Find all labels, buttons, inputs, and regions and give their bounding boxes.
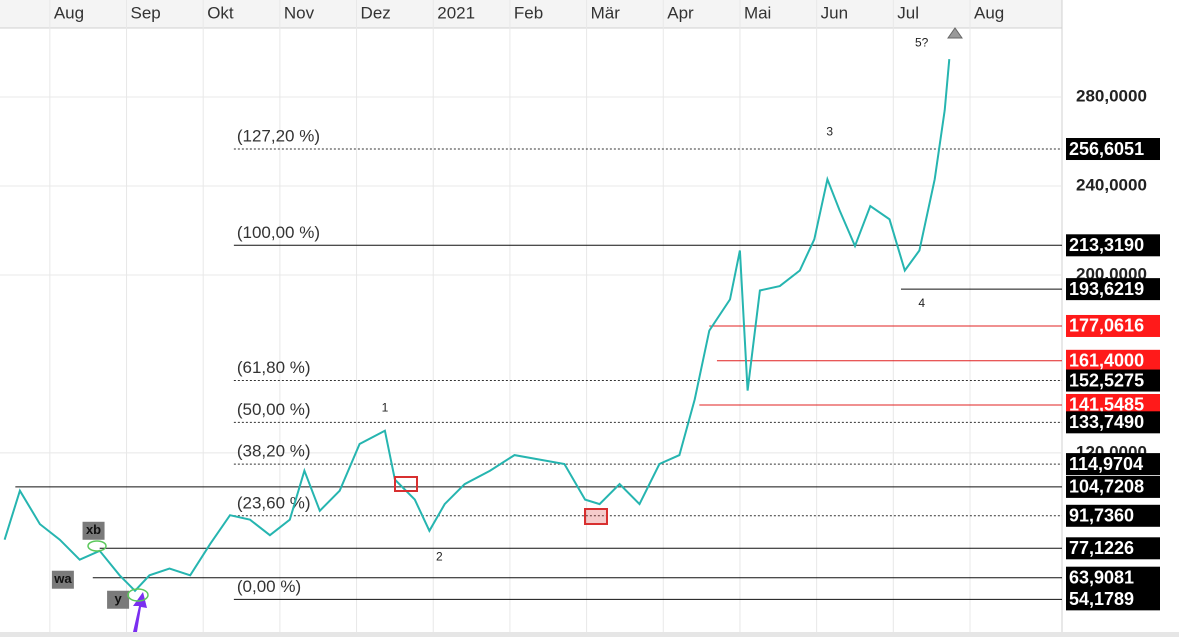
level-value-box bbox=[1066, 566, 1160, 589]
annotation-box bbox=[107, 590, 130, 609]
annotation: xb bbox=[86, 522, 101, 537]
annotation: 1 bbox=[382, 401, 389, 415]
fib-label: (100,00 %) bbox=[237, 223, 320, 242]
fib-label: (38,20 %) bbox=[237, 442, 311, 461]
marker-box bbox=[584, 508, 608, 525]
x-tick-label: Dez bbox=[361, 3, 391, 22]
price-line bbox=[3, 59, 951, 593]
level-value-box bbox=[1066, 349, 1160, 372]
annotations: 1 2 3 4 5? xb wa y bbox=[51, 36, 929, 609]
level-value-label: 152,5275 bbox=[1069, 370, 1144, 390]
level-value-label: 193,6219 bbox=[1069, 279, 1144, 299]
level-value-box bbox=[1066, 278, 1160, 301]
level-value-box bbox=[1066, 234, 1160, 257]
level-value-box bbox=[1066, 537, 1160, 560]
level-value-label: 141,5485 bbox=[1069, 395, 1144, 415]
price-axis: 120,0000200,0000240,0000280,0000256,6051… bbox=[1066, 86, 1160, 611]
x-tick-label: 2021 bbox=[437, 3, 475, 22]
level-value-box bbox=[1066, 411, 1160, 434]
level-value-box bbox=[1066, 314, 1160, 337]
levels: (127,20 %) (100,00 %) (61,80 %) (50,00 %) (3… bbox=[15, 126, 1062, 600]
marker-box bbox=[394, 476, 418, 492]
annotation-box bbox=[51, 570, 74, 589]
level-value-box bbox=[1066, 588, 1160, 611]
level-value-box bbox=[1066, 393, 1160, 416]
annotation: y bbox=[114, 591, 122, 606]
annotation: 5? bbox=[915, 36, 929, 50]
x-tick-label: Feb bbox=[514, 3, 543, 22]
level-value-box bbox=[1066, 504, 1160, 527]
x-tick-label: Jun bbox=[821, 3, 848, 22]
level-value-label: 133,7490 bbox=[1069, 412, 1144, 432]
level-value-label: 213,3190 bbox=[1069, 235, 1144, 255]
x-tick-label: Sep bbox=[131, 3, 161, 22]
annotation: wa bbox=[53, 571, 72, 586]
x-tick-label: Mai bbox=[744, 3, 771, 22]
y-tick-label: 280,0000 bbox=[1076, 86, 1147, 105]
time-axis-bar bbox=[0, 0, 1062, 28]
fib-label: (127,20 %) bbox=[237, 126, 320, 145]
price-line bbox=[3, 59, 951, 593]
x-tick-label: Jul bbox=[897, 3, 919, 22]
level-value-label: 256,6051 bbox=[1069, 139, 1144, 159]
fib-label: (23,60 %) bbox=[237, 493, 311, 512]
level-value-label: 54,1789 bbox=[1069, 589, 1134, 609]
x-tick-label: Apr bbox=[667, 3, 694, 22]
level-value-box bbox=[1066, 369, 1160, 392]
fib-label: (50,00 %) bbox=[237, 400, 311, 419]
annotation: 4 bbox=[918, 296, 925, 310]
level-value-box bbox=[1066, 138, 1160, 161]
level-value-label: 161,4000 bbox=[1069, 351, 1144, 371]
marker-ellipse bbox=[87, 540, 107, 552]
x-tick-label: Nov bbox=[284, 3, 315, 22]
x-tick-label: Aug bbox=[974, 3, 1004, 22]
level-value-label: 77,1226 bbox=[1069, 538, 1134, 558]
level-value-label: 104,7208 bbox=[1069, 477, 1144, 497]
level-value-box bbox=[1066, 453, 1160, 476]
arrow-icon bbox=[133, 592, 147, 632]
annotation: 2 bbox=[436, 550, 443, 564]
level-value-label: 177,0616 bbox=[1069, 316, 1144, 336]
fib-label: (0,00 %) bbox=[237, 577, 301, 596]
level-value-box bbox=[1066, 475, 1160, 498]
annotation-box bbox=[82, 521, 105, 540]
scroll-marker bbox=[947, 27, 963, 39]
y-tick-label: 240,0000 bbox=[1076, 175, 1147, 194]
level-value-label: 114,9704 bbox=[1069, 454, 1143, 474]
x-tick-label: Aug bbox=[54, 3, 84, 22]
annotation: 3 bbox=[826, 125, 833, 139]
marker-ellipse bbox=[127, 588, 149, 602]
x-tick-label: Mär bbox=[591, 3, 621, 22]
fib-label: (61,80 %) bbox=[237, 358, 311, 377]
scrollbar bbox=[0, 632, 1179, 637]
level-value-label: 63,9081 bbox=[1069, 567, 1134, 587]
level-value-label: 91,7360 bbox=[1069, 506, 1134, 526]
x-tick-label: Okt bbox=[207, 3, 234, 22]
